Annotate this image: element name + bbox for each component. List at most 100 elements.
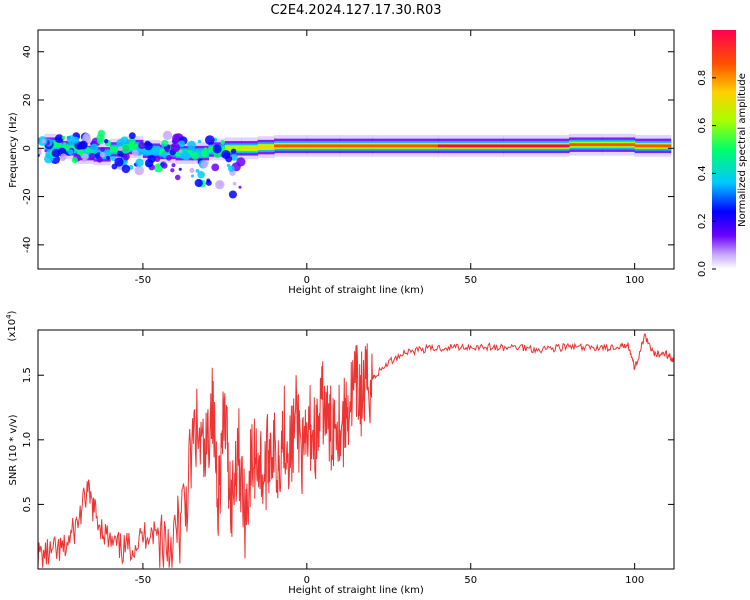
spectrogram-xtick-label: -50 <box>135 275 151 286</box>
spectrogram-band <box>241 146 259 150</box>
svg-text:(x104): (x104) <box>5 310 18 341</box>
snr-frame <box>37 329 675 570</box>
spectrogram-ytick-label: -20 <box>22 188 33 204</box>
spectrogram-blob <box>230 153 238 161</box>
spectrogram-blob <box>44 154 54 164</box>
snr-scale-note: (x104) <box>5 310 18 341</box>
spectrogram-blob <box>179 154 185 159</box>
spectrogram-blob <box>128 137 136 145</box>
colorbar-tick-label: 0.6 <box>697 118 708 134</box>
spectrogram-blob <box>170 142 181 153</box>
spectrogram-blob <box>238 185 242 189</box>
spectrogram-blob <box>212 144 222 154</box>
spectrogram-blob <box>103 139 109 144</box>
colorbar: 0.0 0.2 0.4 0.6 0.8 Normalized spectral ampl… <box>697 30 748 277</box>
spectrogram-blob <box>106 155 110 160</box>
spectrogram-blob <box>41 139 47 144</box>
colorbar-label: Normalized spectral amplitude <box>737 73 748 227</box>
spectrogram-blob <box>144 140 151 147</box>
spectrogram-blob <box>206 178 211 183</box>
snr-xtick-label: 0 <box>304 575 310 586</box>
spectrogram-blob <box>165 147 170 153</box>
snr-ylabel: SNR (10 * v/v) <box>8 414 19 485</box>
spectrogram-panel: -50 0 50 100 -40 -20 0 20 40 Height of straight … <box>8 29 675 296</box>
spectrogram-blob <box>230 148 237 155</box>
spectrogram-blob <box>195 168 200 173</box>
spectrogram-band <box>142 149 160 153</box>
spectrogram-xtick-label: 0 <box>304 275 310 286</box>
spectrogram-band <box>503 144 570 148</box>
snr-xtick-label: -50 <box>135 575 151 586</box>
snr-scale-exponent: 4 <box>5 314 13 319</box>
spectrogram-band <box>257 145 275 149</box>
spectrogram-blob <box>211 163 220 172</box>
spectrogram-band <box>634 144 672 148</box>
spectrogram-xlabel: Height of straight line (km) <box>288 285 424 296</box>
spectrogram-blob <box>138 141 146 150</box>
spectrogram-blob <box>179 149 183 154</box>
spectrogram-blob <box>178 167 182 171</box>
spectrogram-band <box>372 144 439 148</box>
spectrogram-blob <box>97 137 105 145</box>
colorbar-tick-label: 0.4 <box>697 165 708 181</box>
spectrogram-blob <box>100 147 106 152</box>
spectrogram-blob <box>96 156 103 163</box>
spectrogram-blob <box>114 157 124 167</box>
colorbar-gradient <box>712 30 736 269</box>
spectrogram-blob <box>228 190 237 199</box>
spectrogram-blob <box>134 165 144 176</box>
spectrogram-blob <box>197 139 202 144</box>
spectrogram-blob <box>228 165 235 173</box>
spectrogram-blob <box>60 153 67 160</box>
spectrogram-blob <box>236 157 246 167</box>
spectrogram-blob <box>166 154 172 161</box>
colorbar-tick-label: 0.0 <box>697 261 708 277</box>
spectrogram-ytick-label: 0 <box>22 145 33 151</box>
spectrogram-blob <box>131 149 139 157</box>
snr-xtick-label: 100 <box>625 575 644 586</box>
spectrogram-ytick-label: -40 <box>22 237 33 253</box>
spectrogram-blob <box>187 140 196 150</box>
colorbar-ticks: 0.0 0.2 0.4 0.6 0.8 <box>697 70 716 277</box>
spectrogram-blob <box>232 181 237 186</box>
snr-xtick-label: 50 <box>464 575 477 586</box>
snr-scale-prefix: (x10 <box>7 319 18 342</box>
spectrogram-blob <box>88 152 96 160</box>
spectrogram-blob <box>189 167 195 173</box>
spectrogram-blob <box>122 153 130 161</box>
spectrogram-band <box>60 146 78 150</box>
spectrogram-blob <box>225 155 233 163</box>
spectrogram-blob <box>203 147 208 151</box>
spectrogram-band <box>601 143 636 147</box>
spectrogram-band <box>339 144 373 148</box>
spectrogram-blob <box>197 170 205 179</box>
colorbar-tick-label: 0.8 <box>697 70 708 86</box>
spectrogram-blob <box>161 162 168 169</box>
spectrogram-ytick-label: 20 <box>22 94 33 107</box>
spectrogram-blob <box>99 151 106 158</box>
spectrogram-band <box>126 145 144 149</box>
spectrogram-blob <box>174 174 181 181</box>
snr-scale-suffix: ) <box>7 310 18 314</box>
spectrogram-blob <box>120 136 129 145</box>
spectrogram-band <box>192 151 209 155</box>
spectrogram-blob <box>72 136 80 144</box>
spectrogram-marks <box>38 129 672 199</box>
spectrogram-band <box>306 144 341 148</box>
spectrogram-blob <box>67 149 74 156</box>
spectrogram-blob <box>200 160 209 168</box>
spectrogram-blob <box>54 134 64 143</box>
snr-marks <box>38 333 674 568</box>
spectrogram-blob <box>120 144 131 154</box>
spectrogram-ylabel: Frequency (Hz) <box>8 112 19 188</box>
spectrogram-blob <box>38 151 42 155</box>
spectrogram-blob <box>128 132 136 140</box>
spectrogram-band <box>437 144 505 148</box>
spectrogram-ticks: -50 0 50 100 -40 -20 0 20 40 <box>22 30 674 286</box>
spectrogram-blob <box>218 181 223 186</box>
spectrogram-band <box>274 144 308 148</box>
spectrogram-blob <box>190 174 195 178</box>
snr-ytick-label: 1.5 <box>22 367 33 383</box>
spectrogram-blob <box>61 135 66 140</box>
